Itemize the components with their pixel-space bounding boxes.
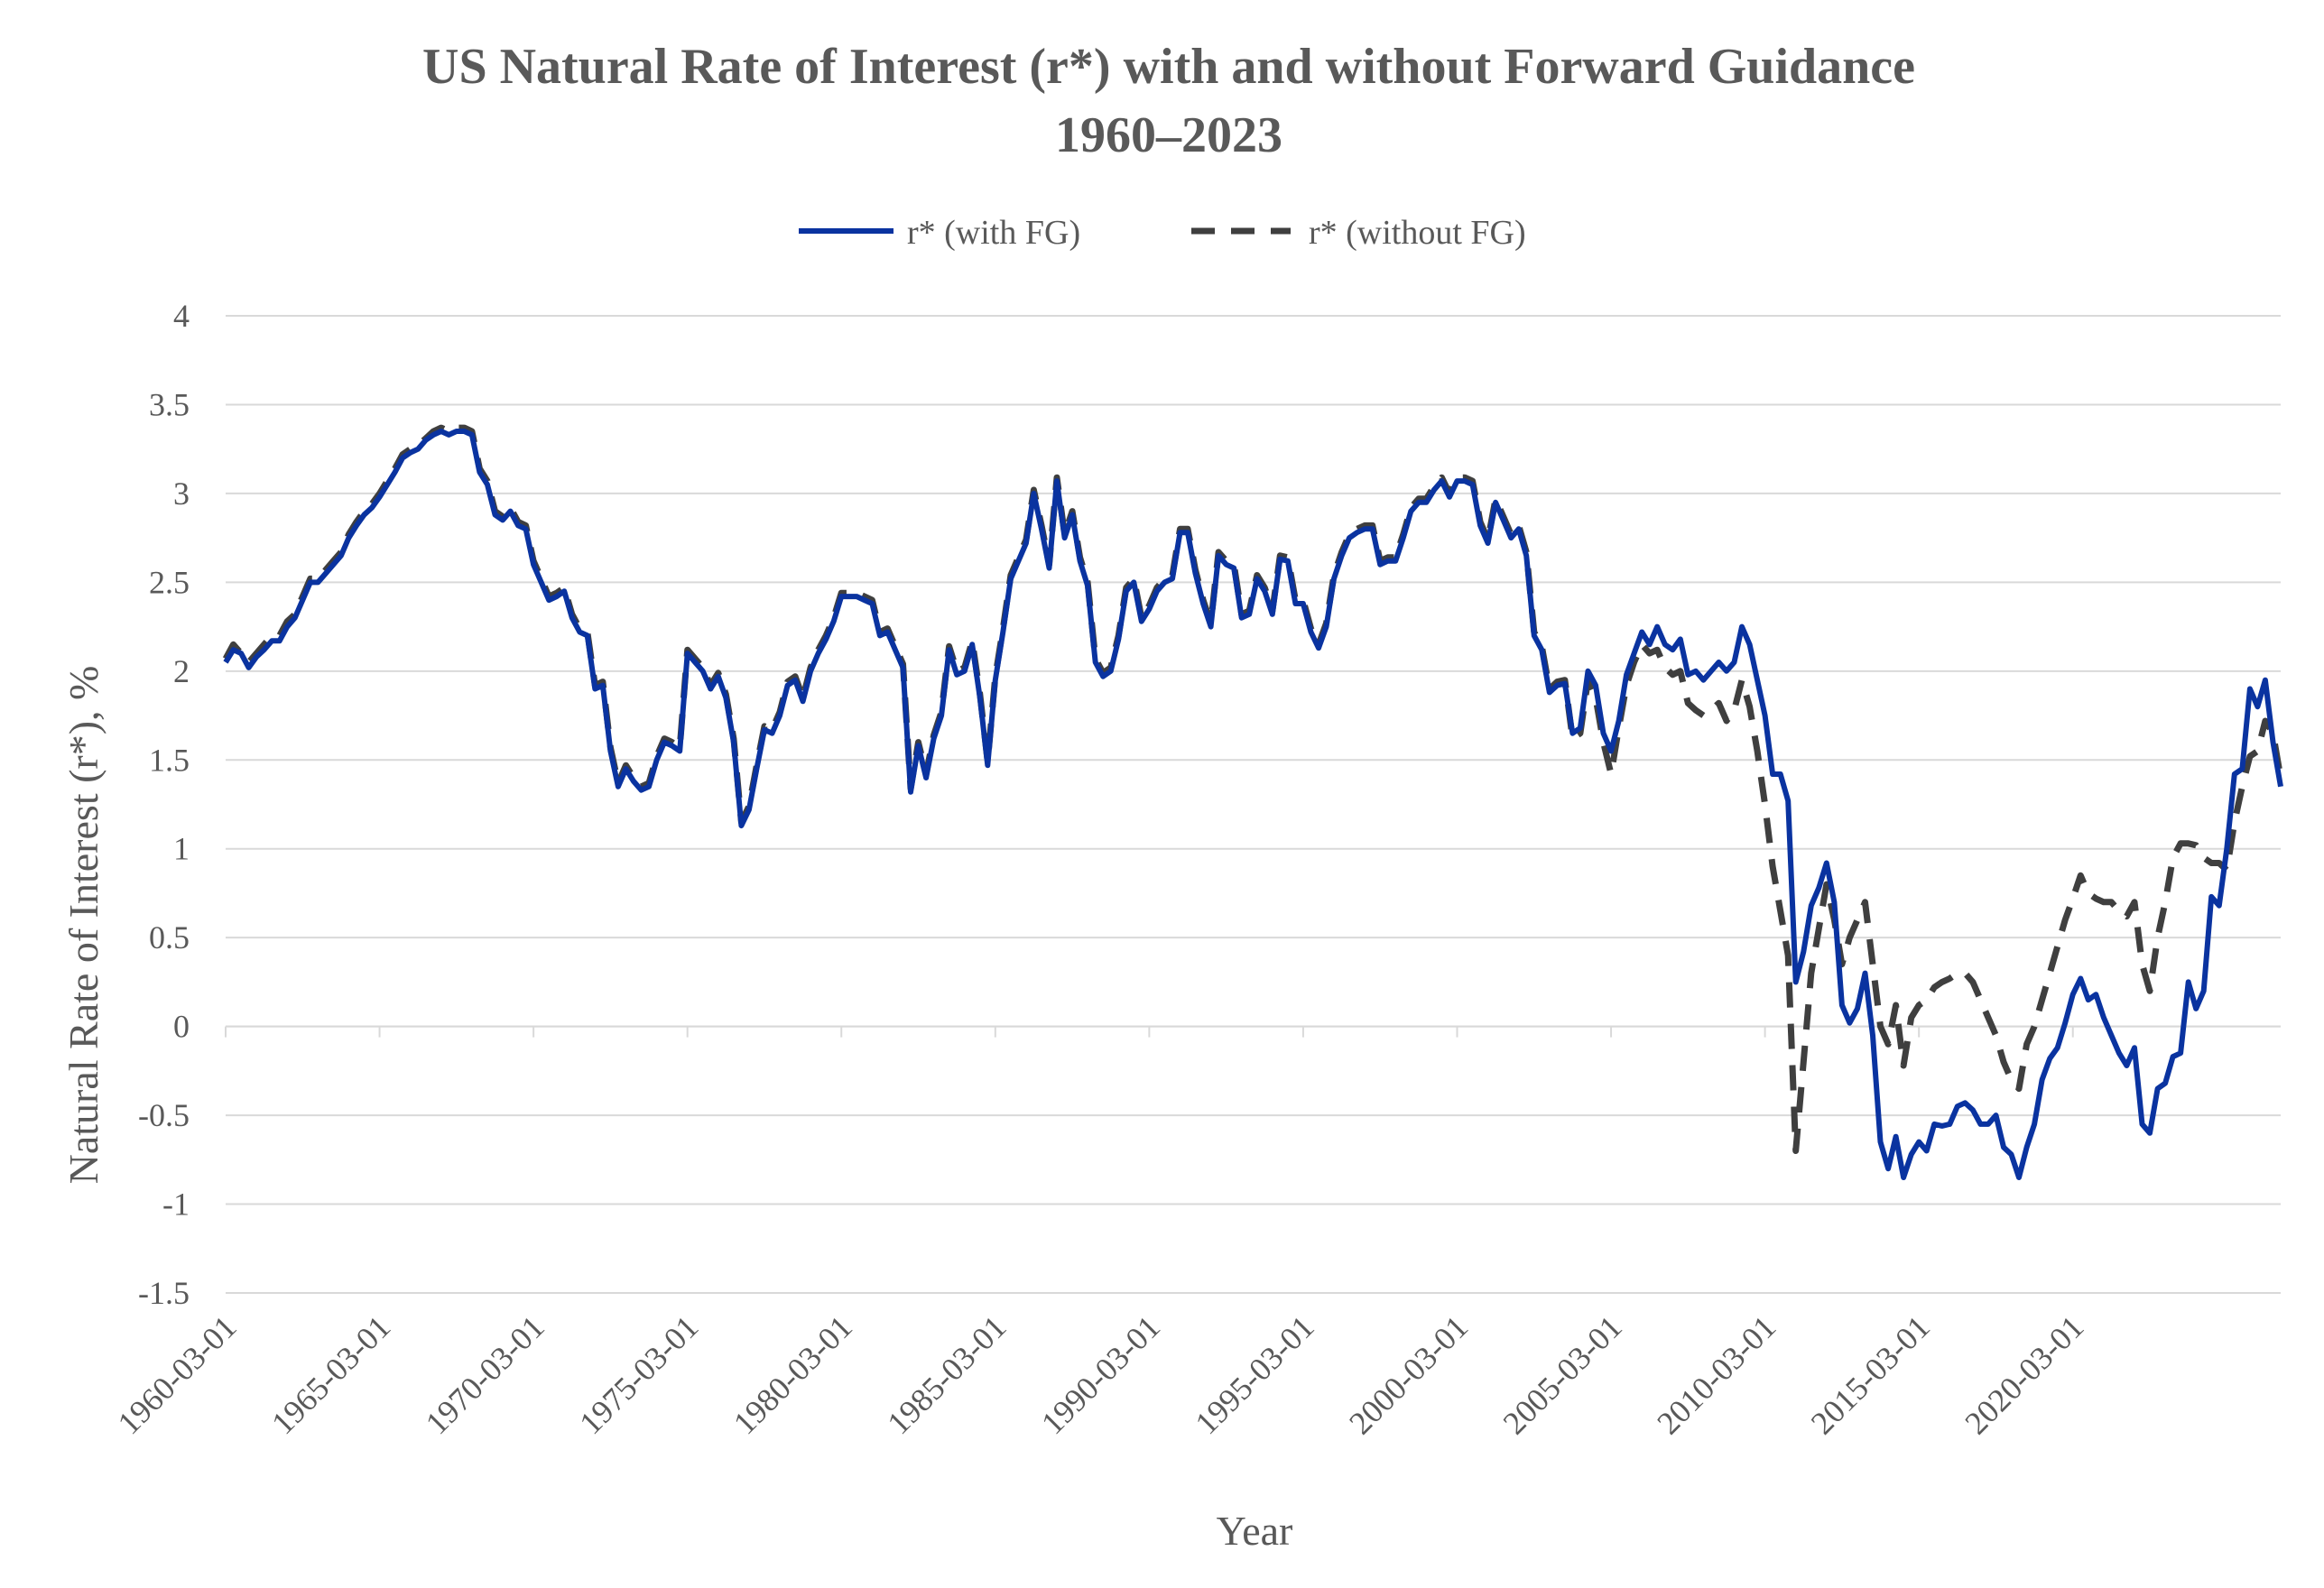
x-tick-label: 2015-03-01: [1804, 1308, 1937, 1441]
y-tick-label: 1: [173, 831, 190, 867]
legend-label-with-fg: r* (with FG): [907, 214, 1080, 252]
x-tick-label: 2005-03-01: [1496, 1308, 1629, 1441]
x-tick-label: 1990-03-01: [1034, 1308, 1167, 1441]
x-tick-label: 1980-03-01: [727, 1308, 859, 1441]
y-tick-label: 2.5: [149, 564, 190, 600]
series-line-without-fg: [222, 424, 2284, 1154]
x-tick-label: 1985-03-01: [880, 1308, 1013, 1441]
y-tick-label: 0: [173, 1009, 190, 1045]
y-tick-label: 3: [173, 475, 190, 512]
gridlines: [226, 315, 2281, 1294]
legend: r* (with FG) r* (without FG): [799, 214, 1526, 252]
chart-title: US Natural Rate of Interest (r*) with an…: [422, 39, 1915, 163]
x-tick-label: 2000-03-01: [1342, 1308, 1475, 1441]
x-tick-label: 1975-03-01: [572, 1308, 705, 1441]
chart-title-line-1: US Natural Rate of Interest (r*) with an…: [422, 39, 1915, 95]
x-tick-label: 1970-03-01: [419, 1308, 551, 1441]
series-line-with-fg: [223, 429, 2283, 1180]
x-tick-label: 1960-03-01: [111, 1308, 244, 1441]
chart-title-line-2: 1960–2023: [1055, 107, 1282, 163]
x-tick-label: 2020-03-01: [1958, 1308, 2090, 1441]
y-axis-title: Natural Rate of Interest (r*), %: [60, 666, 106, 1185]
series-lines: [222, 424, 2284, 1180]
y-tick-label: 0.5: [149, 919, 190, 956]
y-tick-label: -0.5: [138, 1097, 190, 1133]
x-axis-title: Year: [1217, 1508, 1293, 1554]
y-tick-label: 3.5: [149, 386, 190, 422]
y-tick-label: -1.5: [138, 1275, 190, 1311]
x-tick-label: 2010-03-01: [1650, 1308, 1782, 1441]
y-axis-ticks: -1.5 -1 -0.5 0 0.5 1 1.5 2 2.5 3 3.5 4: [138, 298, 190, 1311]
y-tick-label: 1.5: [149, 742, 190, 778]
x-axis: 1960-03-01 1965-03-01 1970-03-01 1975-03-01…: [111, 1025, 2281, 1441]
x-tick-label: 1965-03-01: [264, 1308, 397, 1441]
y-tick-label: 4: [173, 298, 190, 334]
y-tick-label: -1: [162, 1186, 190, 1223]
x-tick-label: 1995-03-01: [1189, 1308, 1321, 1441]
y-tick-label: 2: [173, 653, 190, 689]
legend-label-without-fg: r* (without FG): [1309, 214, 1526, 252]
